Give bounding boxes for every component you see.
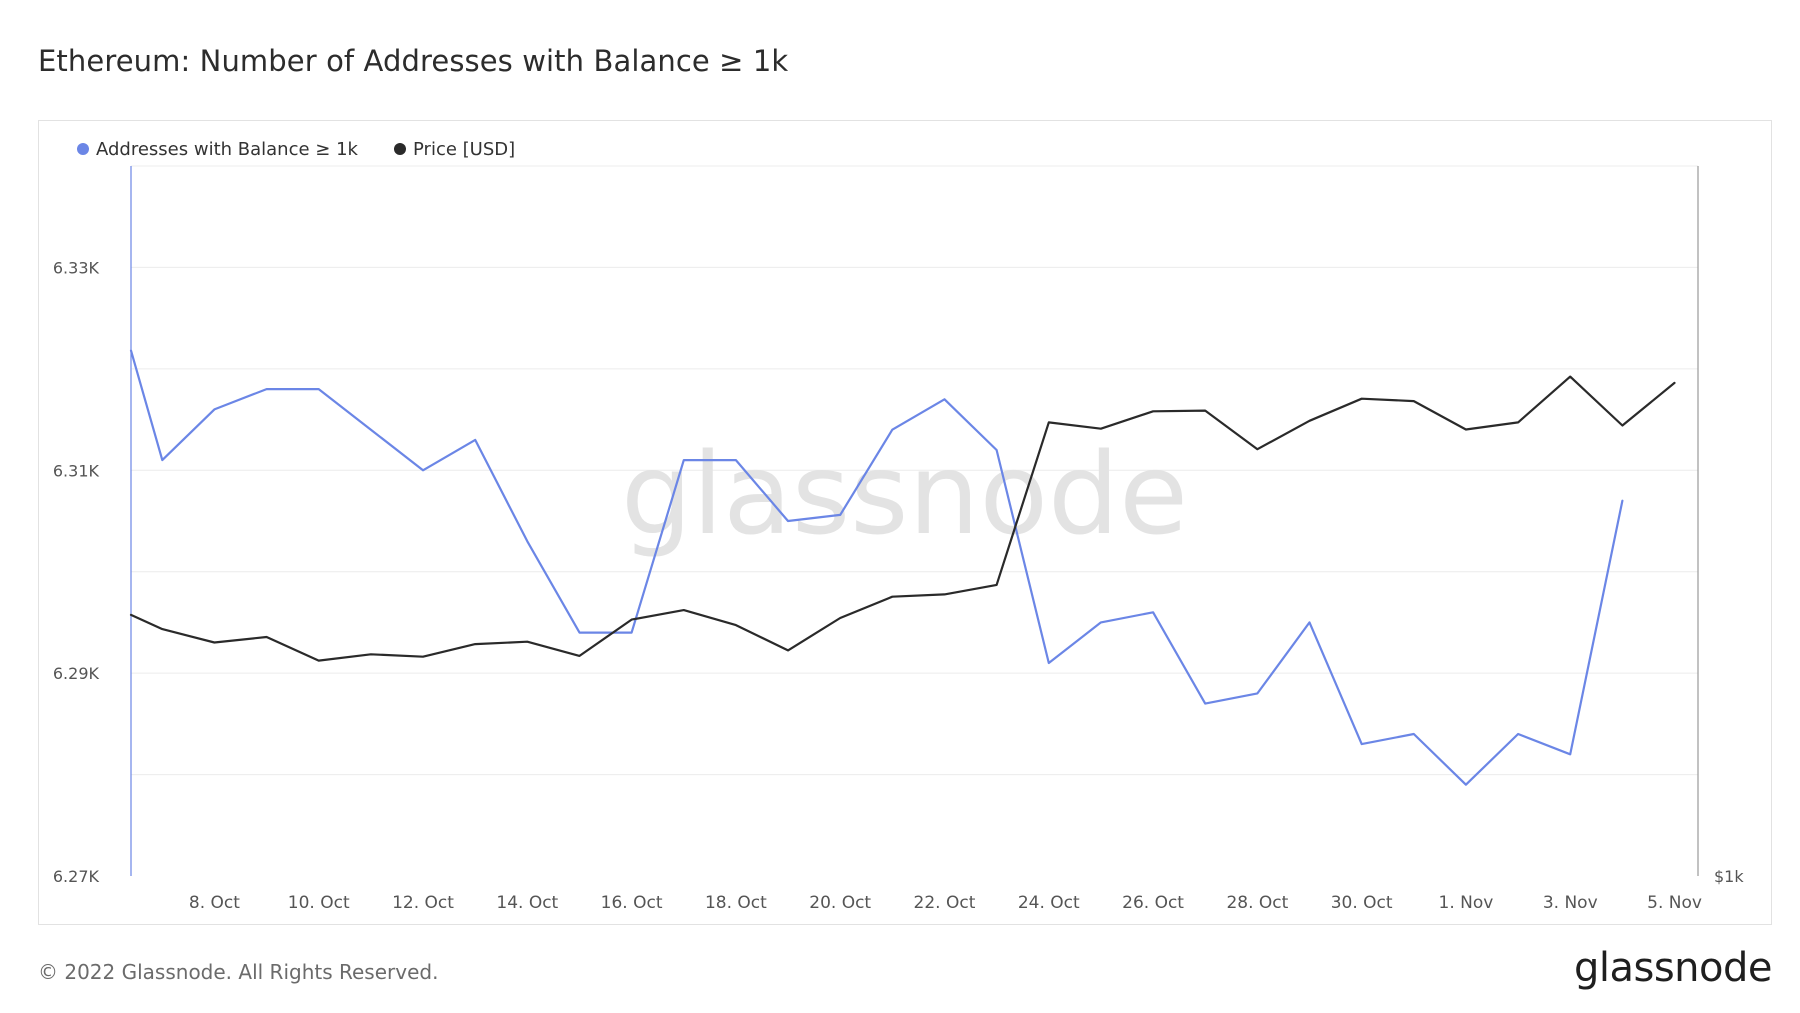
glassnode-logo[interactable]: glassnode [1573,945,1773,991]
right-axis-tick-label: $1k [1714,867,1744,886]
x-axis-tick-label: 16. Oct [601,893,663,913]
copyright-text: © 2022 Glassnode. All Rights Reserved. [38,960,439,984]
x-axis-tick-label: 30. Oct [1331,893,1393,913]
x-axis-tick-label: 10. Oct [288,893,350,913]
legend-label: Addresses with Balance ≥ 1k [96,139,359,160]
x-axis-tick-label: 1. Nov [1439,893,1494,913]
legend-item-price[interactable]: Price [USD] [394,139,515,160]
page-title: Ethereum: Number of Addresses with Balan… [38,44,789,78]
left-axis-tick-label: 6.33K [53,258,100,277]
x-axis-tick-label: 28. Oct [1226,893,1288,913]
x-axis-tick-label: 22. Oct [914,893,976,913]
x-axis-tick-label: 12. Oct [392,893,454,913]
chart-frame: glassnode 6.27K 6.29K 6.31K 6.33K $1k 8. Oct 10… [38,120,1772,925]
x-axis-tick-label: 26. Oct [1122,893,1184,913]
left-axis-tick-label: 6.27K [53,867,100,886]
x-axis-tick-label: 5. Nov [1647,893,1702,913]
left-axis-tick-label: 6.29K [53,664,100,683]
series-line-price [129,375,1676,662]
watermark-text: glassnode [621,430,1188,560]
legend-item-addresses[interactable]: Addresses with Balance ≥ 1k [77,139,359,160]
legend-marker-icon [77,143,89,155]
x-axis-tick-label: 24. Oct [1018,893,1080,913]
series-line-addresses [129,349,1624,786]
x-axis-tick-label: 20. Oct [809,893,871,913]
x-axis-tick-label: 8. Oct [189,893,240,913]
legend-label: Price [USD] [413,139,515,160]
chart-svg: glassnode 6.27K 6.29K 6.31K 6.33K $1k 8. Oct 10… [53,139,1744,913]
x-axis-tick-label: 3. Nov [1543,893,1598,913]
x-axis-tick-label: 14. Oct [496,893,558,913]
x-axis-tick-label: 18. Oct [705,893,767,913]
legend-marker-icon [394,143,406,155]
left-axis-tick-label: 6.31K [53,461,100,480]
